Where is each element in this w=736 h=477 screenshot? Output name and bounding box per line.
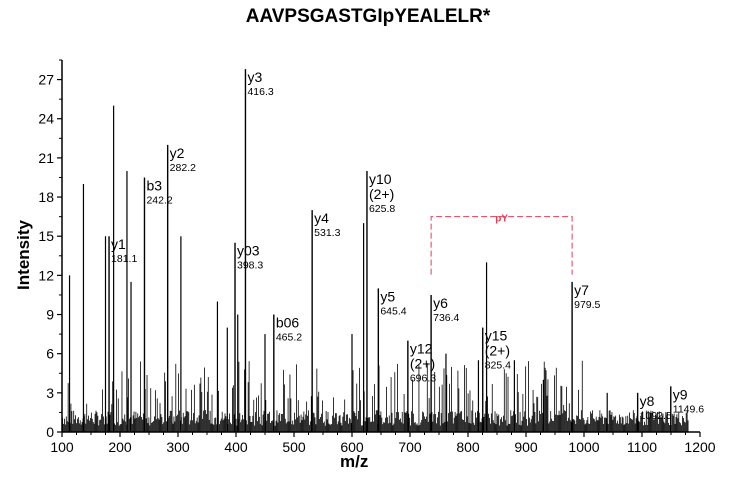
peak-mz-y15: 825.4 bbox=[485, 360, 511, 372]
y-tick-label: 0 bbox=[46, 424, 54, 440]
x-tick-label: 100 bbox=[50, 439, 74, 455]
peak-mz-b3: 242.2 bbox=[146, 194, 172, 206]
x-tick-label: 800 bbox=[456, 439, 480, 455]
peak-label-y7: y7 bbox=[574, 282, 589, 298]
peak-label-y9: y9 bbox=[673, 386, 688, 402]
x-tick-label: 1000 bbox=[568, 439, 599, 455]
chart-title: AAVPSGASTGIpYEALELR* bbox=[245, 6, 491, 27]
y-tick-label: 9 bbox=[46, 307, 54, 323]
y-tick-label: 3 bbox=[46, 385, 54, 401]
x-tick-label: 1100 bbox=[627, 439, 657, 455]
y-tick-label: 27 bbox=[38, 72, 54, 88]
peak-mz-y8: 1092.5 bbox=[640, 410, 672, 422]
peak-mz-y1: 181.1 bbox=[111, 253, 137, 265]
py-bracket bbox=[430, 216, 573, 275]
peak-label-y4: y4 bbox=[314, 210, 329, 226]
x-tick-label: 900 bbox=[514, 439, 538, 455]
peak-mz-y6: 736.4 bbox=[433, 312, 459, 324]
peak-mz-y12: 696.3 bbox=[410, 373, 436, 385]
x-tick-label: 400 bbox=[224, 439, 248, 455]
y-tick-label: 15 bbox=[38, 228, 54, 244]
x-tick-label: 500 bbox=[282, 439, 306, 455]
peak-mz-y2: 282.2 bbox=[170, 162, 196, 174]
peak-mz-y4: 531.3 bbox=[314, 227, 340, 239]
peak-charge-y15: (2+) bbox=[485, 343, 510, 359]
peak-mz-y5: 645.4 bbox=[380, 305, 406, 317]
peak-label-y10: y10 bbox=[369, 171, 392, 187]
x-tick-label: 600 bbox=[340, 439, 364, 455]
noise-peaks bbox=[62, 360, 689, 432]
peak-mz-b06: 465.2 bbox=[276, 332, 302, 344]
peak-label-y5: y5 bbox=[380, 288, 395, 304]
peak-mz-y10: 625.8 bbox=[369, 203, 395, 215]
peak-label-y6: y6 bbox=[433, 295, 448, 311]
axes: 100 200 300 400 500 600 700 800 900 1000 1100 1200 0… bbox=[38, 59, 716, 455]
peak-label-b06: b06 bbox=[276, 315, 300, 331]
x-axis-label: m/z bbox=[340, 452, 369, 471]
y-tick-label: 24 bbox=[38, 111, 54, 127]
peak-bars bbox=[68, 69, 672, 432]
peak-mz-y9: 1149.6 bbox=[673, 403, 704, 415]
x-tick-label: 300 bbox=[166, 439, 190, 455]
peak-label-y03: y03 bbox=[237, 243, 260, 259]
peak-label-y3: y3 bbox=[247, 69, 262, 85]
peak-charge-y12: (2+) bbox=[410, 356, 435, 372]
peak-mz-y7: 979.5 bbox=[574, 299, 600, 311]
x-tick-label: 700 bbox=[398, 439, 422, 455]
x-tick-label: 1200 bbox=[684, 439, 715, 455]
y-tick-label: 12 bbox=[38, 267, 54, 283]
x-tick-label: 200 bbox=[108, 439, 132, 455]
peak-label-y1: y1 bbox=[111, 236, 126, 252]
py-label: pY bbox=[495, 214, 508, 225]
y-tick-label: 6 bbox=[46, 346, 54, 362]
peak-mz-y3: 416.3 bbox=[247, 86, 273, 98]
peak-label-y12: y12 bbox=[410, 341, 433, 357]
peak-label-y15: y15 bbox=[485, 328, 508, 344]
peak-label-y2: y2 bbox=[170, 145, 185, 161]
peak-label-y8: y8 bbox=[640, 393, 655, 409]
py-annotation: pY bbox=[430, 214, 573, 275]
peak-label-b3: b3 bbox=[146, 177, 162, 193]
y-tick-label: 21 bbox=[38, 150, 54, 166]
peak-charge-y10: (2+) bbox=[369, 186, 394, 202]
y-axis-label: Intensity bbox=[14, 220, 33, 290]
peak-mz-y03: 398.3 bbox=[237, 260, 263, 272]
y-tick-label: 18 bbox=[38, 189, 54, 205]
